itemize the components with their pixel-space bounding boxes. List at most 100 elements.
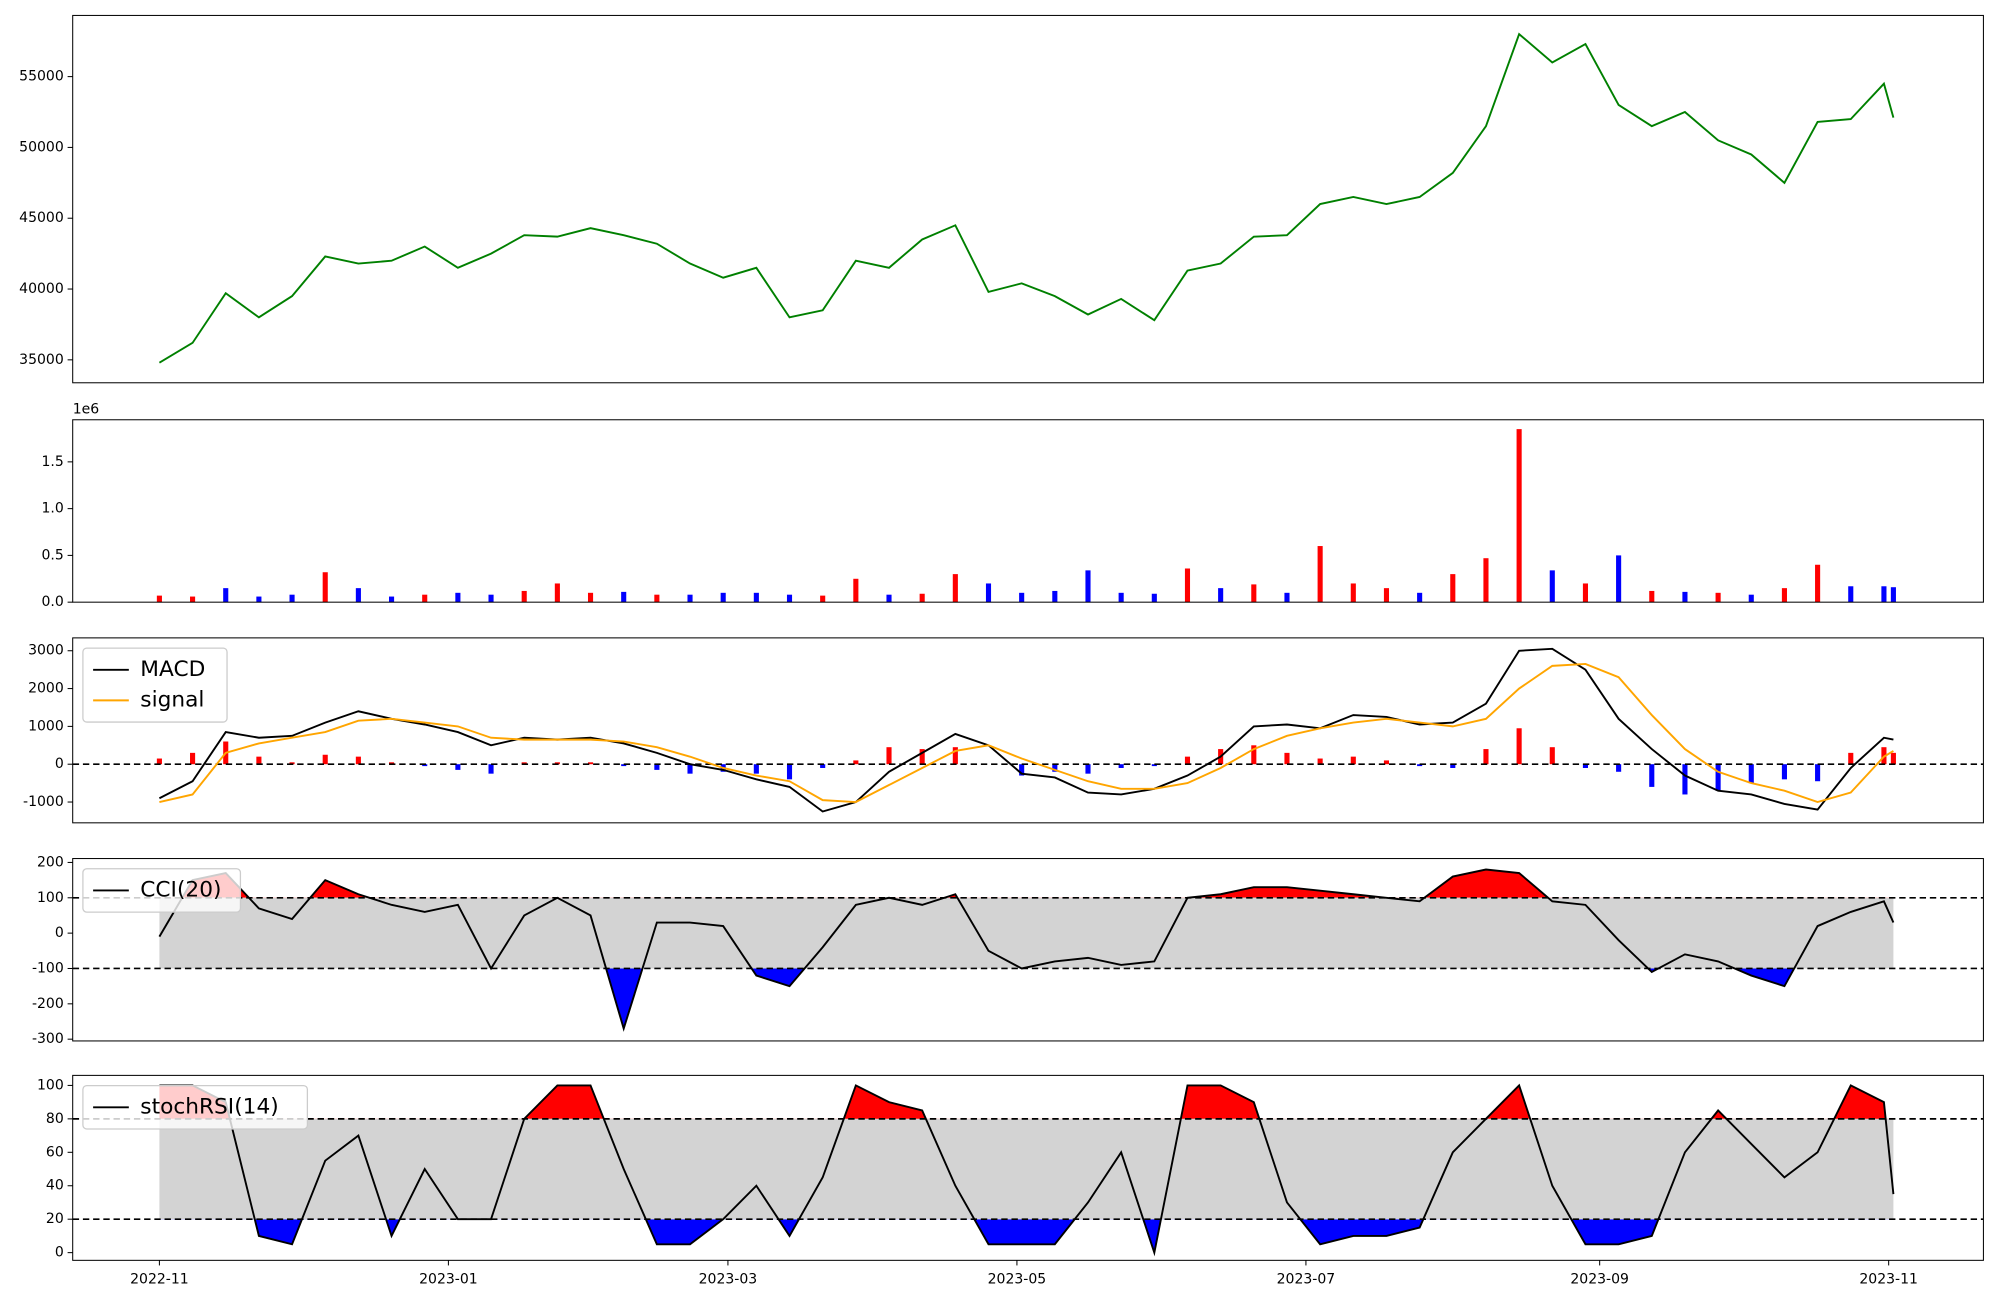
bar bbox=[1483, 558, 1489, 603]
neutral-band bbox=[159, 1118, 1894, 1220]
y-tick-label: 40000 bbox=[19, 281, 64, 297]
y-tick-label: -100 bbox=[32, 960, 64, 976]
bar bbox=[1118, 592, 1124, 603]
histogram-bar bbox=[886, 747, 892, 765]
bar bbox=[389, 596, 395, 603]
bar bbox=[1450, 574, 1456, 603]
y-tick-label: 0.5 bbox=[41, 547, 63, 563]
histogram-bar bbox=[1317, 758, 1323, 765]
bar bbox=[223, 588, 229, 603]
histogram-bar bbox=[355, 756, 361, 765]
y-tick-label: 100 bbox=[37, 890, 64, 906]
bar bbox=[1649, 590, 1655, 603]
axes-frame bbox=[72, 858, 1984, 1042]
bar bbox=[1019, 592, 1025, 603]
histogram-bar bbox=[952, 747, 958, 765]
y-tick-label: -300 bbox=[32, 1031, 64, 1047]
histogram-bar bbox=[1582, 764, 1589, 768]
bar bbox=[1218, 588, 1224, 603]
bar bbox=[1052, 590, 1058, 603]
histogram-bar bbox=[853, 760, 859, 765]
bar bbox=[256, 596, 262, 603]
bar bbox=[1284, 592, 1290, 603]
bar bbox=[720, 592, 726, 603]
bar bbox=[1682, 591, 1688, 603]
bar bbox=[1616, 555, 1622, 603]
x-tick-label: 2023-11 bbox=[1859, 1271, 1918, 1287]
histogram-bar bbox=[1890, 752, 1896, 765]
bar bbox=[1151, 593, 1157, 603]
histogram-bar bbox=[1748, 764, 1754, 784]
y-tick-label: 40 bbox=[46, 1178, 64, 1194]
histogram-bar bbox=[190, 752, 196, 765]
bar bbox=[1881, 586, 1887, 603]
bar bbox=[820, 595, 826, 603]
histogram-bar bbox=[422, 764, 428, 767]
histogram-bar bbox=[322, 754, 328, 765]
histogram-bar bbox=[389, 762, 395, 765]
series-line bbox=[158, 868, 1895, 1032]
histogram-bar bbox=[687, 764, 693, 774]
y-tick-label: 2000 bbox=[28, 681, 64, 697]
bar bbox=[621, 591, 627, 603]
overbought-fill bbox=[159, 1085, 1886, 1119]
x-tick-label: 2023-05 bbox=[988, 1271, 1047, 1287]
bar bbox=[1549, 570, 1555, 603]
bar bbox=[554, 583, 560, 603]
histogram-bar bbox=[1549, 747, 1555, 765]
bar bbox=[587, 592, 594, 603]
offset-text: 1e6 bbox=[73, 402, 100, 418]
y-tick-label: 100 bbox=[37, 1077, 64, 1093]
bar bbox=[886, 594, 892, 603]
bar bbox=[753, 592, 759, 603]
y-tick-label: 50000 bbox=[19, 139, 64, 155]
bar bbox=[1748, 594, 1754, 603]
bar bbox=[1848, 586, 1854, 603]
histogram-bar bbox=[554, 762, 560, 765]
histogram-bar bbox=[1450, 764, 1456, 768]
bar bbox=[1383, 588, 1390, 603]
y-tick-label: 0 bbox=[55, 1245, 64, 1261]
histogram-bar bbox=[1616, 764, 1622, 772]
axes-frame bbox=[72, 1074, 1984, 1261]
bar bbox=[952, 574, 958, 603]
histogram-bar bbox=[1483, 749, 1489, 765]
bar bbox=[1890, 587, 1896, 603]
histogram-bar bbox=[1417, 764, 1423, 767]
legend-label: signal bbox=[140, 687, 204, 712]
bar bbox=[1815, 564, 1821, 603]
x-tick-label: 2023-07 bbox=[1277, 1271, 1336, 1287]
histogram-bar bbox=[1151, 764, 1157, 767]
bar bbox=[985, 583, 992, 603]
bar bbox=[1317, 546, 1323, 603]
histogram-bar bbox=[820, 764, 826, 768]
y-tick-label: 0.0 bbox=[41, 594, 63, 610]
bar bbox=[1184, 568, 1191, 603]
histogram-bar bbox=[1019, 764, 1025, 776]
histogram-bar bbox=[621, 764, 627, 767]
x-tick-label: 2023-01 bbox=[419, 1271, 478, 1287]
bar bbox=[1582, 583, 1589, 603]
y-tick-label: 35000 bbox=[19, 352, 64, 368]
y-tick-label: 60 bbox=[46, 1144, 64, 1160]
y-tick-label: 45000 bbox=[19, 210, 64, 226]
y-tick-label: 55000 bbox=[19, 69, 64, 85]
y-tick-label: 80 bbox=[46, 1111, 64, 1127]
series-line bbox=[158, 647, 1894, 813]
bar bbox=[687, 594, 693, 603]
series-line bbox=[159, 1083, 1895, 1257]
bar bbox=[455, 592, 461, 603]
axes-frame bbox=[72, 419, 1984, 603]
histogram-bar bbox=[1715, 764, 1721, 791]
overbought-fill bbox=[182, 869, 1549, 898]
bar bbox=[190, 596, 196, 603]
bar bbox=[1350, 583, 1356, 603]
bar bbox=[422, 594, 428, 603]
y-tick-label: 200 bbox=[37, 854, 64, 870]
histogram-bar bbox=[1118, 764, 1124, 768]
y-tick-label: 20 bbox=[46, 1211, 64, 1227]
legend-label: MACD bbox=[140, 657, 205, 682]
histogram-bar bbox=[1682, 764, 1688, 795]
histogram-bar bbox=[1184, 756, 1191, 765]
x-tick-label: 2023-09 bbox=[1570, 1271, 1629, 1287]
